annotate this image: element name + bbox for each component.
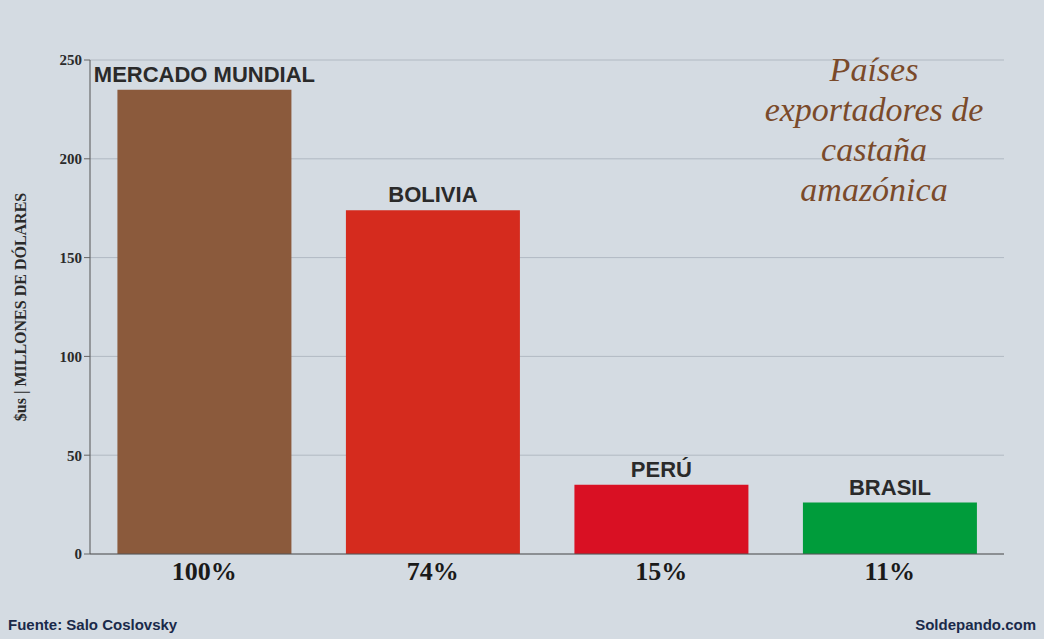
svg-text:11%: 11%	[864, 557, 915, 586]
svg-text:50: 50	[67, 448, 82, 464]
svg-text:74%: 74%	[407, 557, 459, 586]
svg-text:PERÚ: PERÚ	[631, 457, 692, 482]
html-text:Países exportadores de castaña: Países exportadores de castaña amazónica	[764, 51, 984, 208]
svg-text:$us | MILLONES DE DÓLARES: $us | MILLONES DE DÓLARES	[11, 193, 30, 422]
svg-text:150: 150	[60, 250, 83, 266]
svg-text:0: 0	[75, 546, 83, 562]
html-text:Soldepando.com: Soldepando.com	[915, 616, 1036, 633]
svg-text:100: 100	[60, 349, 83, 365]
svg-text:BRASIL: BRASIL	[849, 475, 931, 500]
svg-text:BOLIVIA: BOLIVIA	[388, 182, 477, 207]
svg-text:100%: 100%	[172, 557, 237, 586]
svg-text:MERCADO MUNDIAL: MERCADO MUNDIAL	[94, 62, 315, 87]
svg-text:200: 200	[60, 151, 83, 167]
html-text:Fuente: Salo Coslovsky: Fuente: Salo Coslovsky	[8, 616, 178, 633]
svg-text:15%: 15%	[635, 557, 687, 586]
svg-text:250: 250	[60, 52, 83, 68]
